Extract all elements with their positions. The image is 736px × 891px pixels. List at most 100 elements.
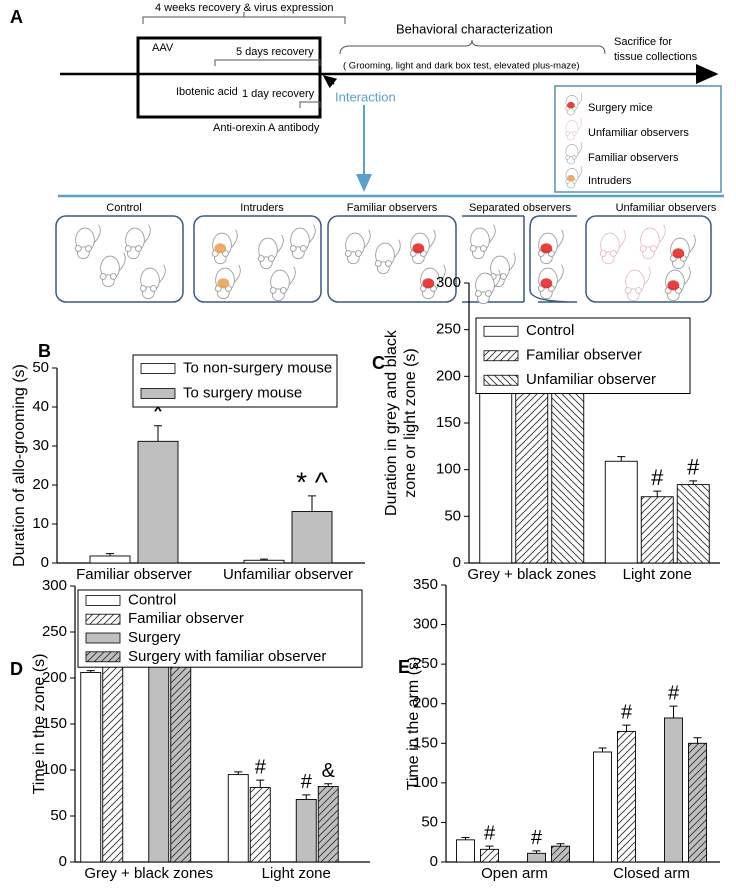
error-bar (106, 553, 114, 556)
bar (480, 848, 499, 863)
mouse-ear (124, 245, 132, 252)
mouse-icon (664, 266, 691, 302)
mouse-ear (289, 245, 297, 252)
error-bar (556, 843, 565, 847)
brace (339, 39, 606, 55)
mouse-icon (669, 234, 696, 270)
mouse-ear (639, 245, 647, 252)
panel-letter: E (398, 657, 410, 677)
legend-label: Unfamiliar observer (526, 371, 656, 388)
legend-label: Surgery with familiar observer (128, 648, 326, 665)
group-box (529, 215, 578, 303)
legend-label: Familiar observer (526, 347, 642, 364)
x-tick-label: Light zone (262, 865, 331, 882)
y-tick-label: 30 (32, 437, 49, 454)
significance-mark: # (301, 771, 313, 793)
mouse-tail (556, 264, 564, 284)
error-bar (669, 705, 678, 718)
significance-mark: # (484, 822, 496, 844)
bracket (142, 12, 346, 24)
mouse-icon (537, 264, 564, 300)
mouse-patch (667, 280, 680, 291)
error-bar (234, 771, 243, 775)
y-tick-label: 20 (32, 476, 49, 493)
legend-swatch (85, 632, 121, 644)
mouse-icon (639, 224, 666, 260)
bar (170, 660, 192, 863)
mouse-patch (422, 278, 435, 289)
legend-swatch (85, 595, 121, 606)
mouse-ear (139, 285, 147, 292)
error-bar (532, 850, 541, 854)
y-tick-label: 250 (42, 623, 67, 640)
mouse-ear (474, 290, 482, 297)
mouse-tail (276, 234, 284, 254)
mouse-tail (233, 264, 241, 284)
legend-swatch (140, 388, 176, 399)
mouse-ear (268, 255, 275, 262)
legend-swatch (483, 350, 519, 362)
y-tick-label: 200 (413, 695, 438, 712)
legend-label: Control (128, 591, 176, 608)
y-axis-label: Duration in grey and black (383, 329, 400, 516)
mouse-patch (214, 243, 227, 254)
bar (551, 360, 585, 564)
mouse-icon (74, 224, 101, 260)
mouse-tail (488, 224, 496, 244)
y-tick-label: 300 (42, 577, 67, 594)
y-tick-label: 200 (436, 367, 461, 384)
y-axis-label: Time in the arm (s) (405, 657, 422, 791)
significance-mark: # (621, 701, 633, 723)
y-axis-label: zone or light zone (s) (402, 348, 419, 497)
mouse-icon (139, 264, 166, 300)
error-bar (617, 456, 626, 462)
mouse-tail (230, 229, 238, 249)
y-tick-label: 100 (413, 774, 438, 791)
label: tissue collections (614, 51, 698, 63)
mouse-patch (540, 278, 553, 289)
legend-label: Familiar observers (588, 152, 679, 164)
y-tick-label: 10 (32, 515, 49, 532)
mouse-patch (412, 243, 425, 254)
mouse-ear (85, 245, 92, 252)
mouse-patch (540, 243, 553, 254)
label: Anti-orexin A antibody (213, 122, 320, 134)
mouse-ear (257, 255, 265, 262)
mouse-icon (409, 229, 436, 265)
mouse-icon (474, 269, 501, 305)
mouse-tail (643, 266, 651, 286)
bar (593, 751, 612, 863)
legend-swatch (85, 651, 121, 663)
panel-letter: A (10, 7, 23, 27)
mouse-ear (135, 245, 142, 252)
x-tick-label: Light zone (623, 566, 692, 583)
mouse-patch (567, 174, 575, 182)
x-tick-label: Unfamiliar observer (223, 566, 353, 583)
group-box (193, 215, 322, 303)
mouse-icon (257, 234, 284, 270)
legend-label: Surgery mice (588, 102, 653, 114)
group-box (462, 215, 525, 303)
mouse-ear (480, 245, 487, 252)
bar (227, 774, 249, 863)
mouse-tail (93, 224, 101, 244)
panel-letter: C (372, 353, 385, 373)
bar (664, 717, 683, 863)
mouse-icon (419, 264, 446, 300)
y-tick-label: 200 (42, 669, 67, 686)
mouse-ear (599, 250, 607, 257)
mouse-ear (355, 250, 362, 257)
bar (80, 672, 102, 863)
mouse-ear (624, 287, 632, 294)
bracket (214, 59, 321, 66)
legend-box (77, 589, 363, 668)
mouse-ear (280, 287, 287, 294)
error-bar (598, 747, 607, 752)
y-tick-label: 50 (50, 807, 67, 824)
bar (291, 511, 333, 564)
mouse-ear (99, 273, 107, 280)
bar (640, 496, 674, 564)
mouse-icon (565, 165, 583, 189)
mouse-tail (508, 252, 516, 272)
